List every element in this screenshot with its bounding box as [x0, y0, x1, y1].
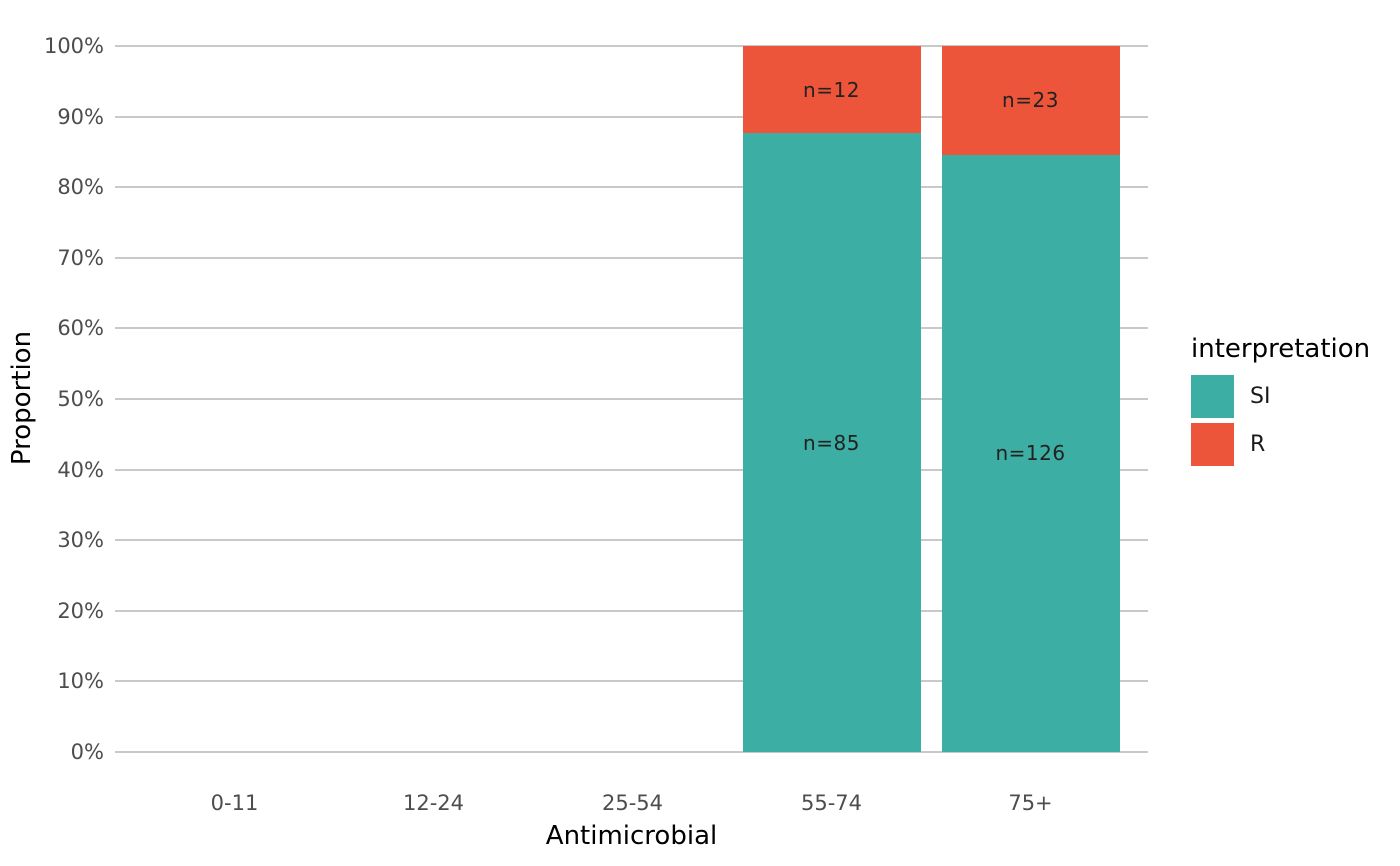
bar-segment-count-label: n=126: [995, 441, 1066, 466]
bar-segment-75+-SI: [941, 154, 1120, 752]
legend-label-SI: SI: [1250, 384, 1271, 409]
legend-swatch-R: [1191, 423, 1234, 466]
legend-swatch-SI: [1191, 375, 1234, 418]
bar-segment-count-label: n=85: [803, 430, 860, 455]
legend-title: interpretation: [1191, 334, 1371, 364]
legend: interpretation SI R: [1191, 334, 1396, 474]
legend-label-R: R: [1250, 432, 1266, 457]
x-tick-label-12-24: 12-24: [402, 791, 465, 815]
gridline-60%: [115, 327, 1148, 330]
y-tick-label: 50%: [57, 387, 104, 411]
gridline-0%: [115, 751, 1148, 753]
gridline-40%: [115, 468, 1148, 471]
gridline-20%: [115, 609, 1148, 612]
y-tick-label: 10%: [57, 669, 104, 694]
y-tick-label: 30%: [57, 528, 104, 553]
gridline-70%: [115, 256, 1148, 259]
x-axis-title: Antimicrobial: [545, 821, 718, 851]
gridline-100%: [115, 45, 1148, 47]
gridline-50%: [115, 398, 1148, 400]
y-tick-label: 40%: [57, 457, 104, 482]
bar-segment-55-74-SI: [742, 133, 921, 752]
y-tick-label: 80%: [57, 175, 104, 200]
y-tick-label: 70%: [57, 245, 104, 270]
y-tick-label: 0%: [70, 740, 104, 764]
bar-segment-count-label: n=12: [803, 77, 860, 102]
y-tick-label: 60%: [57, 316, 104, 341]
gridline-90%: [115, 115, 1148, 118]
y-tick-label: 90%: [57, 104, 104, 129]
x-tick-label-75+: 75+: [1008, 791, 1053, 815]
y-tick-label: 20%: [57, 598, 104, 623]
gridline-10%: [115, 680, 1148, 683]
gridline-30%: [115, 539, 1148, 542]
x-tick-label-25-54: 25-54: [601, 791, 664, 815]
x-tick-label-55-74: 55-74: [800, 791, 863, 815]
bar-segment-75+-R: [941, 46, 1120, 155]
y-axis-title: Proportion: [7, 330, 37, 466]
y-tick-label: 100%: [43, 34, 104, 58]
x-tick-label-0-11: 0-11: [210, 791, 259, 815]
bar-segment-55-74-R: [742, 46, 921, 134]
bar-segment-count-label: n=23: [1002, 88, 1059, 113]
gridline-80%: [115, 186, 1148, 189]
